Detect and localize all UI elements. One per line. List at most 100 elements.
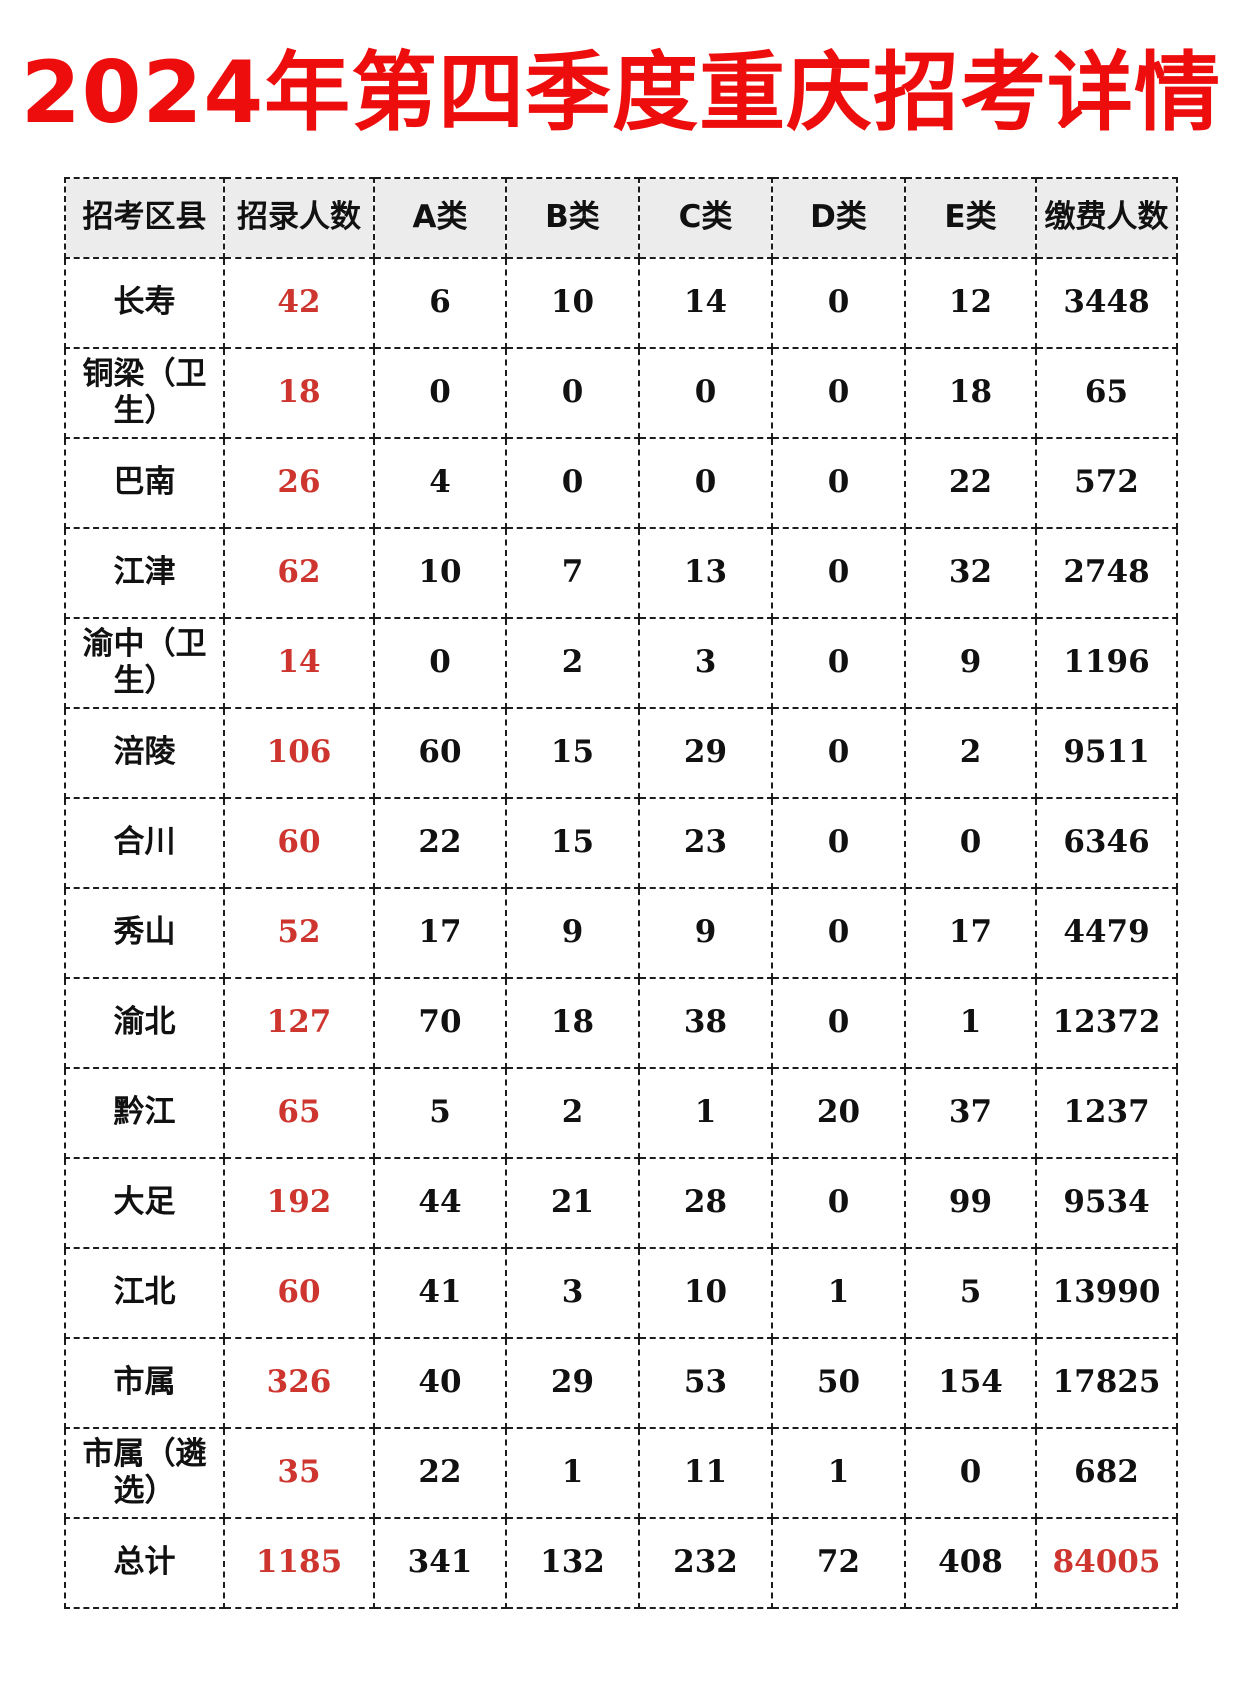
value-cell: 41 — [373, 1246, 507, 1339]
column-header-2: A类 — [373, 176, 507, 259]
district-cell: 渝北 — [64, 976, 225, 1069]
value-cell: 12372 — [1035, 976, 1178, 1069]
value-cell: 50 — [771, 1336, 906, 1429]
column-header-4: C类 — [638, 176, 773, 259]
value-cell: 0 — [771, 616, 906, 709]
value-cell: 37 — [904, 1066, 1037, 1159]
value-cell: 132 — [505, 1516, 640, 1609]
value-cell: 22 — [373, 796, 507, 889]
value-cell: 9534 — [1035, 1156, 1178, 1249]
page-title: 2024年第四季度重庆招考详情 — [20, 43, 1222, 143]
value-cell: 9 — [638, 886, 773, 979]
value-cell: 52 — [223, 886, 375, 979]
district-cell: 涪陵 — [64, 706, 225, 799]
value-cell: 1 — [505, 1426, 640, 1519]
value-cell: 154 — [904, 1336, 1037, 1429]
table-row: 铜梁（卫生） 18 0 0 0 0 18 65 — [64, 346, 1178, 439]
value-cell: 29 — [505, 1336, 640, 1429]
value-cell: 22 — [373, 1426, 507, 1519]
table-row: 江津 62 10 7 13 0 32 2748 — [64, 526, 1178, 619]
table-row: 秀山 52 17 9 9 0 17 4479 — [64, 886, 1178, 979]
value-cell: 13990 — [1035, 1246, 1178, 1339]
value-cell: 15 — [505, 796, 640, 889]
district-cell: 铜梁（卫生） — [64, 346, 225, 439]
table-body: 长寿 42 6 10 14 0 12 3448 铜梁（卫生） 18 0 0 0 0 18 65 巴南 26 4 0 0 0… — [64, 256, 1178, 1609]
table-row: 大足 192 44 21 28 0 99 9534 — [64, 1156, 1178, 1249]
value-cell: 0 — [771, 796, 906, 889]
value-cell: 0 — [771, 346, 906, 439]
value-cell: 0 — [373, 616, 507, 709]
value-cell: 0 — [373, 346, 507, 439]
value-cell: 10 — [505, 256, 640, 349]
district-cell: 渝中（卫生） — [64, 616, 225, 709]
value-cell: 5 — [373, 1066, 507, 1159]
value-cell: 3 — [638, 616, 773, 709]
value-cell: 60 — [223, 1246, 375, 1339]
table-row: 市属（遴选） 35 22 1 11 1 0 682 — [64, 1426, 1178, 1519]
value-cell: 127 — [223, 976, 375, 1069]
value-cell: 0 — [638, 346, 773, 439]
value-cell: 408 — [904, 1516, 1037, 1609]
value-cell: 2 — [505, 616, 640, 709]
column-header-6: E类 — [904, 176, 1037, 259]
value-cell: 1185 — [223, 1516, 375, 1609]
value-cell: 65 — [1035, 346, 1178, 439]
value-cell: 192 — [223, 1156, 375, 1249]
table-row: 渝中（卫生） 14 0 2 3 0 9 1196 — [64, 616, 1178, 709]
value-cell: 14 — [223, 616, 375, 709]
value-cell: 62 — [223, 526, 375, 619]
value-cell: 0 — [505, 436, 640, 529]
value-cell: 14 — [638, 256, 773, 349]
value-cell: 682 — [1035, 1426, 1178, 1519]
header-row: 招考区县 招录人数 A类 B类 C类 D类 E类 缴费人数 — [64, 176, 1178, 259]
district-cell: 巴南 — [64, 436, 225, 529]
value-cell: 10 — [373, 526, 507, 619]
district-cell: 长寿 — [64, 256, 225, 349]
value-cell: 572 — [1035, 436, 1178, 529]
value-cell: 1 — [638, 1066, 773, 1159]
value-cell: 70 — [373, 976, 507, 1069]
value-cell: 35 — [223, 1426, 375, 1519]
table-row: 长寿 42 6 10 14 0 12 3448 — [64, 256, 1178, 349]
value-cell: 0 — [904, 796, 1037, 889]
value-cell: 22 — [904, 436, 1037, 529]
value-cell: 26 — [223, 436, 375, 529]
column-header-7: 缴费人数 — [1035, 176, 1178, 259]
value-cell: 106 — [223, 706, 375, 799]
table-row: 黔江 65 5 2 1 20 37 1237 — [64, 1066, 1178, 1159]
value-cell: 32 — [904, 526, 1037, 619]
value-cell: 9 — [904, 616, 1037, 709]
value-cell: 20 — [771, 1066, 906, 1159]
value-cell: 18 — [505, 976, 640, 1069]
value-cell: 0 — [771, 256, 906, 349]
value-cell: 17 — [373, 886, 507, 979]
value-cell: 0 — [771, 706, 906, 799]
value-cell: 40 — [373, 1336, 507, 1429]
value-cell: 21 — [505, 1156, 640, 1249]
value-cell: 1 — [771, 1426, 906, 1519]
table-row: 渝北 127 70 18 38 0 1 12372 — [64, 976, 1178, 1069]
value-cell: 9 — [505, 886, 640, 979]
value-cell: 99 — [904, 1156, 1037, 1249]
district-cell: 江北 — [64, 1246, 225, 1339]
table-row: 江北 60 41 3 10 1 5 13990 — [64, 1246, 1178, 1339]
value-cell: 10 — [638, 1246, 773, 1339]
value-cell: 1 — [771, 1246, 906, 1339]
value-cell: 60 — [223, 796, 375, 889]
value-cell: 0 — [904, 1426, 1037, 1519]
value-cell: 2748 — [1035, 526, 1178, 619]
value-cell: 232 — [638, 1516, 773, 1609]
value-cell: 9511 — [1035, 706, 1178, 799]
value-cell: 0 — [771, 526, 906, 619]
value-cell: 6 — [373, 256, 507, 349]
value-cell: 72 — [771, 1516, 906, 1609]
value-cell: 53 — [638, 1336, 773, 1429]
value-cell: 18 — [904, 346, 1037, 439]
district-cell: 江津 — [64, 526, 225, 619]
value-cell: 42 — [223, 256, 375, 349]
value-cell: 1196 — [1035, 616, 1178, 709]
district-cell: 秀山 — [64, 886, 225, 979]
value-cell: 1237 — [1035, 1066, 1178, 1159]
value-cell: 18 — [223, 346, 375, 439]
value-cell: 0 — [505, 346, 640, 439]
